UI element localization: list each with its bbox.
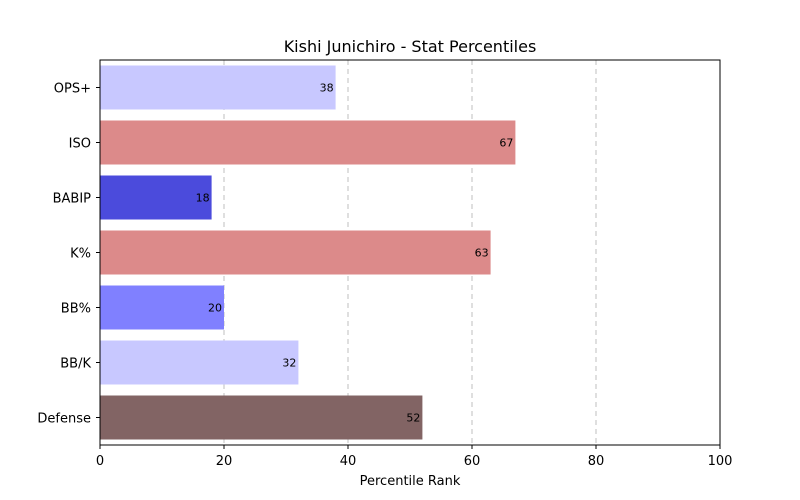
y-tick-label: BB% [61,302,91,317]
y-tick-label: ISO [69,137,91,152]
y-tick-label: BB/K [60,357,91,372]
bar-k- [100,230,491,275]
x-tick-label: 0 [96,454,104,469]
bar-iso [100,120,516,165]
y-tick-label: Defense [37,412,91,427]
x-tick-label: 60 [464,454,481,469]
y-tick-label: OPS+ [54,82,91,97]
x-axis-ticks: 0 20 40 60 80 100 [96,445,733,469]
bar-value-label: 67 [499,137,513,150]
x-tick-label: 80 [588,454,605,469]
x-tick-label: 20 [216,454,233,469]
bar-value-label: 32 [282,357,296,370]
y-tick-label: BABIP [53,192,92,207]
data-labels: 38 67 18 63 20 32 52 [196,82,514,425]
bar-value-label: 20 [208,302,222,315]
y-tick-label: K% [70,247,91,262]
x-tick-label: 40 [340,454,357,469]
bar-bb- [100,285,224,330]
bar-defense [100,395,423,440]
bars [100,65,516,440]
chart-title: Kishi Junichiro - Stat Percentiles [284,37,537,56]
x-tick-label: 100 [708,454,733,469]
bar-value-label: 18 [196,192,210,205]
bar-value-label: 52 [406,412,420,425]
bar-value-label: 63 [475,247,489,260]
bar-babip [100,175,212,220]
bar-value-label: 38 [320,82,334,95]
bar-bb-k [100,340,299,385]
x-axis-label: Percentile Rank [360,474,461,489]
bar-ops- [100,65,336,110]
y-axis-ticks: OPS+ ISO BABIP K% BB% BB/K Defense [37,82,100,427]
